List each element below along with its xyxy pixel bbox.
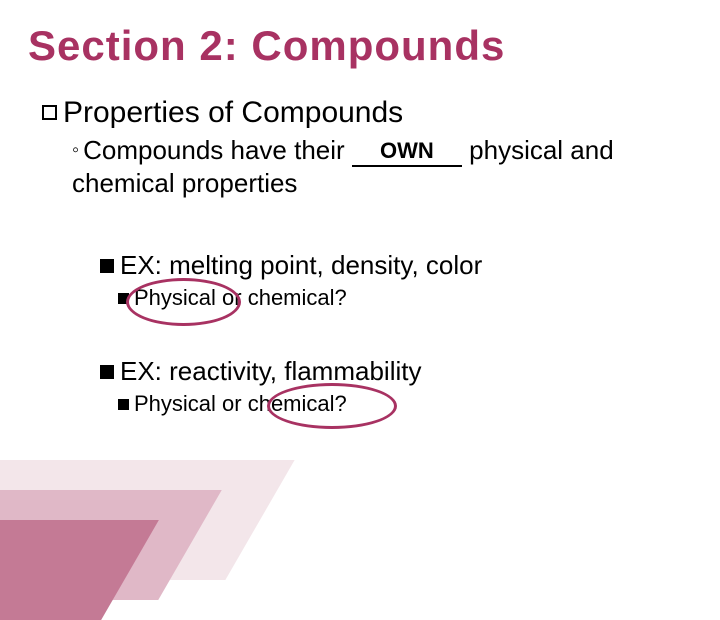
example-2: EX: reactivity, flammability: [100, 356, 421, 387]
slide-title: Section 2: Compounds: [28, 22, 505, 70]
sub-bullet-1: ◦Compounds have their OWN physical and c…: [72, 134, 672, 199]
subheading-text: Properties of Compounds: [63, 96, 403, 129]
bullet-square-icon: [100, 365, 114, 379]
fill-blank: OWN: [352, 139, 462, 167]
example-1-sub-text: Physical or chemical?: [134, 285, 347, 310]
blank-answer: OWN: [352, 137, 462, 165]
example-1: EX: melting point, density, color: [100, 250, 482, 281]
small-square-icon: [118, 399, 129, 410]
bullet-square-icon: [100, 259, 114, 273]
sub-bullet-marker: ◦: [72, 139, 79, 161]
example-2-text: EX: reactivity, flammability: [120, 356, 421, 386]
subheading: Properties of Compounds: [42, 96, 403, 130]
bullet1-pre: Compounds have their: [83, 135, 352, 165]
bullet-outline-icon: [42, 105, 57, 120]
example-2-sub-text: Physical or chemical?: [134, 391, 347, 416]
example-1-sub: Physical or chemical?: [118, 285, 347, 311]
example-1-text: EX: melting point, density, color: [120, 250, 482, 280]
small-square-icon: [118, 293, 129, 304]
example-2-sub: Physical or chemical?: [118, 391, 347, 417]
